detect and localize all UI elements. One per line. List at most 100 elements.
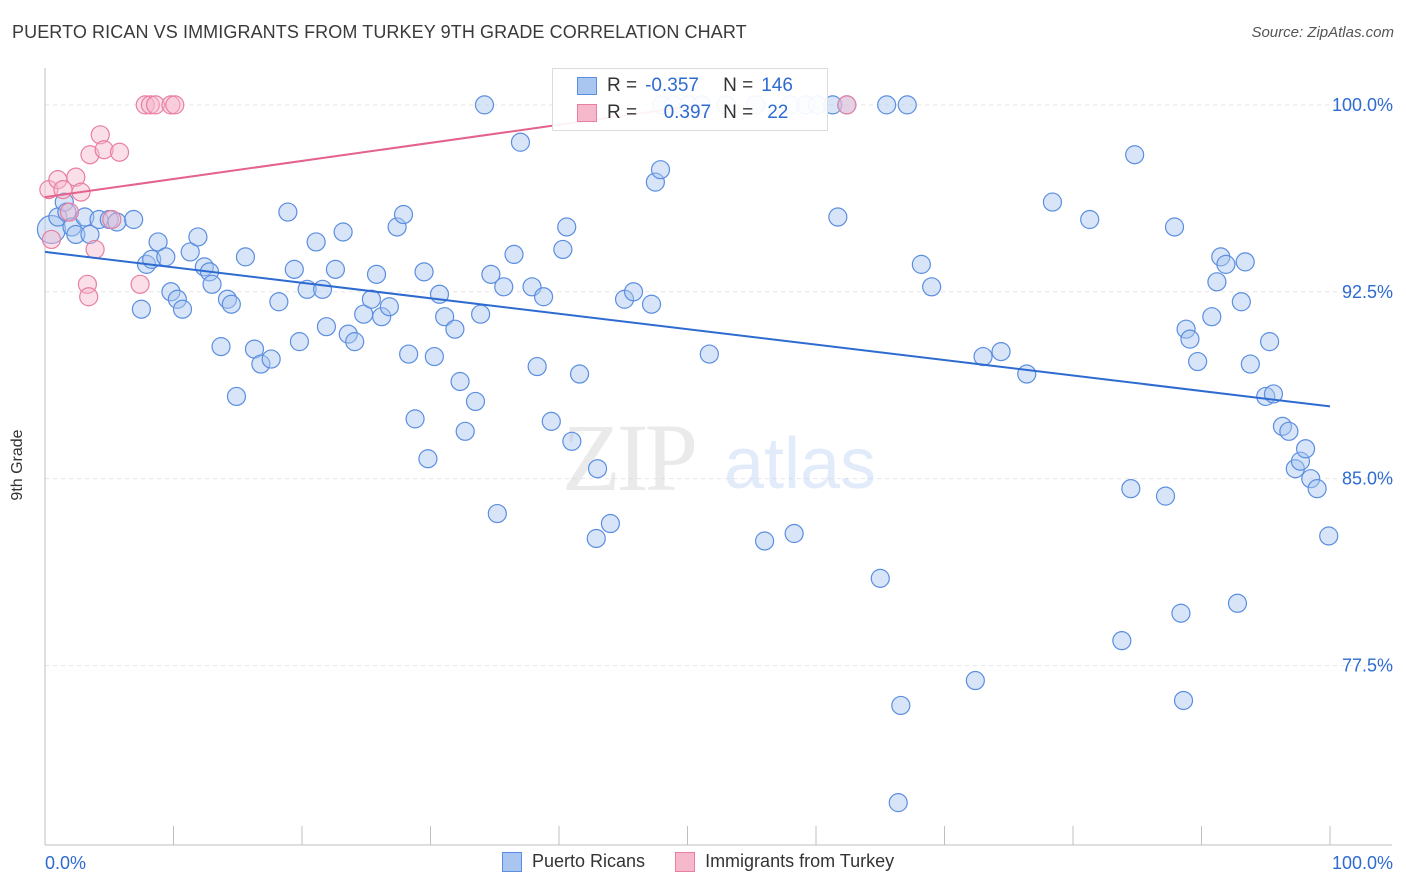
puerto-rican-point bbox=[338, 324, 358, 344]
puerto-rican-point bbox=[1202, 307, 1222, 327]
puerto-rican-point bbox=[587, 459, 608, 479]
x-tick-label: 0.0% bbox=[45, 853, 86, 873]
puerto-rican-point bbox=[75, 207, 95, 227]
turkey-point bbox=[85, 239, 105, 260]
puerto-rican-point bbox=[226, 386, 247, 407]
puerto-rican-point bbox=[650, 160, 671, 180]
y-tick-label: 92.5% bbox=[1342, 282, 1393, 302]
legend-label: Puerto Ricans bbox=[532, 851, 646, 871]
puerto-rican-point bbox=[481, 264, 501, 284]
puerto-rican-point bbox=[1279, 421, 1299, 441]
puerto-rican-point bbox=[455, 421, 475, 441]
puerto-rican-point bbox=[251, 354, 271, 374]
source-label: Source: ZipAtlas.com bbox=[1251, 24, 1394, 41]
puerto-rican-point bbox=[1164, 217, 1185, 237]
puerto-rican-point bbox=[1260, 332, 1280, 352]
turkey-point bbox=[79, 287, 99, 307]
puerto-rican-point bbox=[784, 523, 804, 544]
legend-swatch-blue bbox=[502, 851, 522, 872]
puerto-rican-point bbox=[1272, 416, 1293, 436]
puerto-rican-point bbox=[1173, 690, 1194, 711]
puerto-rican-point bbox=[278, 202, 298, 222]
puerto-rican-point bbox=[991, 341, 1011, 362]
puerto-rican-point bbox=[1080, 209, 1100, 230]
y-tick-label: 77.5% bbox=[1342, 656, 1393, 676]
puerto-rican-point bbox=[973, 346, 993, 367]
puerto-rican-point bbox=[1227, 593, 1248, 613]
legend-item-puerto-ricans[interactable]: Puerto Ricans bbox=[502, 851, 645, 872]
puerto-rican-point bbox=[645, 172, 665, 192]
puerto-rican-point bbox=[1042, 192, 1063, 212]
turkey-point bbox=[109, 142, 130, 162]
puerto-rican-point bbox=[414, 262, 434, 282]
turkey-point bbox=[41, 229, 62, 250]
puerto-rican-point bbox=[922, 277, 942, 297]
legend-r-value: -0.357 bbox=[645, 75, 699, 96]
puerto-rican-point bbox=[569, 364, 590, 384]
legend-swatch-pink bbox=[577, 104, 597, 122]
watermark-atlas: atlas bbox=[724, 424, 876, 504]
puerto-rican-point bbox=[1017, 364, 1037, 384]
puerto-rican-point bbox=[289, 332, 310, 352]
puerto-rican-point bbox=[405, 409, 425, 429]
puerto-rican-point bbox=[36, 214, 67, 245]
legend-row-puerto-ricans: R = -0.357 N = 146 bbox=[577, 73, 793, 99]
turkey-point bbox=[80, 145, 100, 165]
puerto-rican-point bbox=[418, 449, 438, 469]
legend-r-label: R = bbox=[607, 102, 638, 123]
puerto-rican-point bbox=[148, 232, 168, 252]
puerto-rican-point bbox=[1171, 603, 1191, 623]
legend-r-label: R = bbox=[607, 75, 638, 96]
puerto-rican-point bbox=[221, 294, 241, 314]
puerto-rican-point bbox=[1231, 292, 1251, 312]
puerto-rican-point bbox=[541, 411, 561, 431]
puerto-rican-point bbox=[1290, 451, 1311, 471]
puerto-rican-point bbox=[911, 254, 931, 274]
puerto-rican-point bbox=[325, 259, 346, 279]
puerto-rican-point bbox=[399, 344, 419, 364]
puerto-rican-point bbox=[1188, 351, 1208, 372]
puerto-rican-point bbox=[107, 212, 127, 232]
puerto-rican-point bbox=[1301, 469, 1321, 489]
puerto-rican-point bbox=[699, 344, 719, 364]
puerto-rican-point bbox=[1176, 319, 1196, 339]
legend-label: Immigrants from Turkey bbox=[705, 851, 895, 871]
puerto-rican-point bbox=[877, 95, 897, 115]
puerto-rican-point bbox=[828, 207, 848, 227]
correlation-legend: R = -0.357 N = 146 R = 0.397 N = 22 bbox=[552, 68, 828, 131]
legend-swatch-blue bbox=[577, 77, 597, 95]
puerto-rican-point bbox=[623, 282, 644, 302]
puerto-rican-point bbox=[312, 279, 333, 299]
legend-item-turkey[interactable]: Immigrants from Turkey bbox=[675, 851, 894, 872]
puerto-rican-point bbox=[965, 670, 985, 691]
puerto-rican-point bbox=[1235, 252, 1255, 272]
puerto-rican-point bbox=[333, 222, 353, 242]
axes bbox=[44, 68, 1392, 846]
puerto-rican-point bbox=[465, 391, 486, 412]
turkey-point bbox=[94, 140, 114, 160]
turkey-point bbox=[135, 95, 155, 115]
legend-n-value: 146 bbox=[761, 75, 793, 96]
puerto-rican-point bbox=[471, 304, 491, 324]
chart-title: PUERTO RICAN VS IMMIGRANTS FROM TURKEY 9… bbox=[12, 22, 747, 42]
puerto-rican-point bbox=[261, 349, 281, 369]
turkey-point bbox=[140, 95, 160, 115]
puerto-rican-point bbox=[80, 224, 100, 245]
puerto-rican-point bbox=[424, 346, 444, 367]
puerto-rican-point bbox=[66, 224, 86, 245]
y-tick-label: 85.0% bbox=[1342, 469, 1393, 489]
gridlines bbox=[45, 104, 1392, 667]
puerto-rican-point bbox=[161, 282, 181, 302]
puerto-rican-point bbox=[316, 317, 337, 337]
puerto-rican-point bbox=[562, 431, 582, 451]
puerto-rican-point bbox=[474, 95, 495, 115]
puerto-rican-point bbox=[124, 209, 144, 230]
turkey-point bbox=[102, 209, 122, 230]
puerto-rican-point bbox=[897, 95, 917, 115]
puerto-rican-point bbox=[487, 503, 507, 524]
puerto-rican-point bbox=[553, 239, 573, 260]
turkey-point bbox=[165, 95, 185, 115]
puerto-rican-point bbox=[156, 247, 176, 267]
puerto-rican-point bbox=[641, 294, 662, 314]
